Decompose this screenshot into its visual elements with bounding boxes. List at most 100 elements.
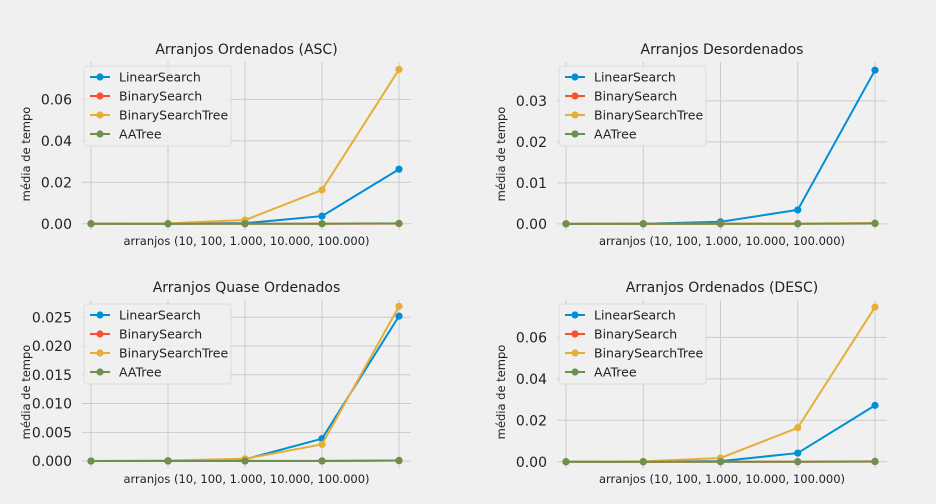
y-tick-label: 0.020 [32,339,72,355]
data-point [716,458,725,466]
legend-label: BinarySearchTree [119,346,228,361]
legend-marker [96,311,104,319]
data-point [395,165,403,173]
data-point [395,219,403,227]
chart-panel-4: 0.00 0.02 0.04 0.06 Arranjos Ordenados (DESC… [494,280,887,486]
y-axis-label: média de tempo [494,345,508,440]
data-point [562,220,570,228]
legend-marker [571,130,579,138]
data-point [871,401,879,409]
legend-label: BinarySearchTree [119,108,228,123]
data-point [871,66,879,74]
data-point [639,220,647,228]
y-tick-label: 0.01 [516,176,547,192]
chart-panel-3: 0.000 0.005 0.010 0.015 0.020 0.025 Arranjos Q… [19,280,411,486]
data-point [639,458,647,466]
data-point [318,186,326,194]
data-point [318,440,326,449]
legend-label: BinarySearchTree [594,108,703,123]
legend-box [558,65,707,147]
legend-marker [571,330,579,338]
y-tick-label: 0.015 [32,368,72,384]
data-point [395,302,403,310]
legend-label: LinearSearch [119,70,201,85]
y-tick-label: 0.00 [41,217,72,233]
legend-label: BinarySearch [119,327,202,342]
data-point [716,220,725,228]
data-point [794,220,802,228]
data-point [318,457,326,465]
data-point [395,456,403,465]
legend-label: BinarySearchTree [594,346,703,361]
data-point [794,458,802,466]
y-tick-label: 0.04 [41,134,72,150]
legend: LinearSearch BinarySearch BinarySearchTree… [558,303,707,385]
y-tick-label: 0.00 [516,217,547,233]
data-point [794,424,802,432]
data-point [164,220,172,228]
legend-marker [96,349,104,357]
x-axis-label: arranjos (10, 100, 1.000, 10.000, 100.00… [123,472,369,486]
y-tick-label: 0.04 [516,372,547,388]
data-point [241,220,249,228]
y-tick-label: 0.005 [32,425,72,441]
data-point [318,212,326,220]
legend-label: BinarySearch [119,89,202,104]
data-point [87,220,95,228]
chart-title: Arranjos Desordenados [641,42,804,58]
x-axis-label: arranjos (10, 100, 1.000, 10.000, 100.00… [599,472,845,486]
legend-marker [96,92,104,100]
y-axis-label: média de tempo [19,107,33,202]
legend-marker [96,368,104,376]
y-tick-label: 0.03 [516,94,547,110]
legend-label: LinearSearch [594,308,676,323]
legend-marker [571,111,579,119]
legend-marker [571,92,579,100]
data-point [87,457,95,465]
chart-title: Arranjos Ordenados (DESC) [626,280,818,296]
data-point [395,312,403,320]
legend: LinearSearch BinarySearch BinarySearchTree… [558,65,707,147]
data-point [395,65,403,74]
chart-title: Arranjos Ordenados (ASC) [155,42,337,58]
y-tick-label: 0.06 [516,330,547,346]
legend-box [558,303,707,385]
data-point [562,458,570,466]
legend-label: BinarySearch [594,89,677,104]
y-tick-label: 0.02 [41,175,72,191]
y-tick-label: 0.02 [516,413,547,429]
y-tick-label: 0.000 [32,454,72,470]
y-tick-label: 0.06 [41,92,72,108]
chart-panel-1: 0.00 0.02 0.04 0.06 Arranjos Ordenados (ASC)… [19,42,411,248]
legend-box [83,65,232,147]
data-point [794,206,802,214]
legend-marker [96,130,104,138]
legend: LinearSearch BinarySearch BinarySearchTree… [83,65,232,147]
legend-marker [96,330,104,338]
data-point [241,457,249,465]
legend-box [83,303,232,385]
legend-label: AATree [594,127,637,142]
y-tick-label: 0.010 [32,397,72,413]
data-point [871,457,879,465]
y-tick-label: 0.02 [516,135,547,151]
y-tick-label: 0.025 [32,310,72,326]
y-axis-label: média de tempo [19,345,33,440]
legend-marker [571,368,579,376]
legend-marker [96,111,104,119]
legend-marker [571,73,579,81]
data-point [164,457,172,465]
legend-label: AATree [594,365,637,380]
chart-title: Arranjos Quase Ordenados [153,280,341,296]
legend-label: LinearSearch [119,308,201,323]
data-point [318,220,326,228]
legend-label: AATree [119,365,162,380]
legend-marker [96,73,104,81]
legend-label: LinearSearch [594,70,676,85]
x-axis-label: arranjos (10, 100, 1.000, 10.000, 100.00… [123,234,369,248]
x-axis-label: arranjos (10, 100, 1.000, 10.000, 100.00… [599,234,845,248]
legend-marker [571,311,579,319]
chart-panel-2: 0.00 0.01 0.02 0.03 Arranjos Desordenados arr… [494,42,887,248]
legend-label: AATree [119,127,162,142]
